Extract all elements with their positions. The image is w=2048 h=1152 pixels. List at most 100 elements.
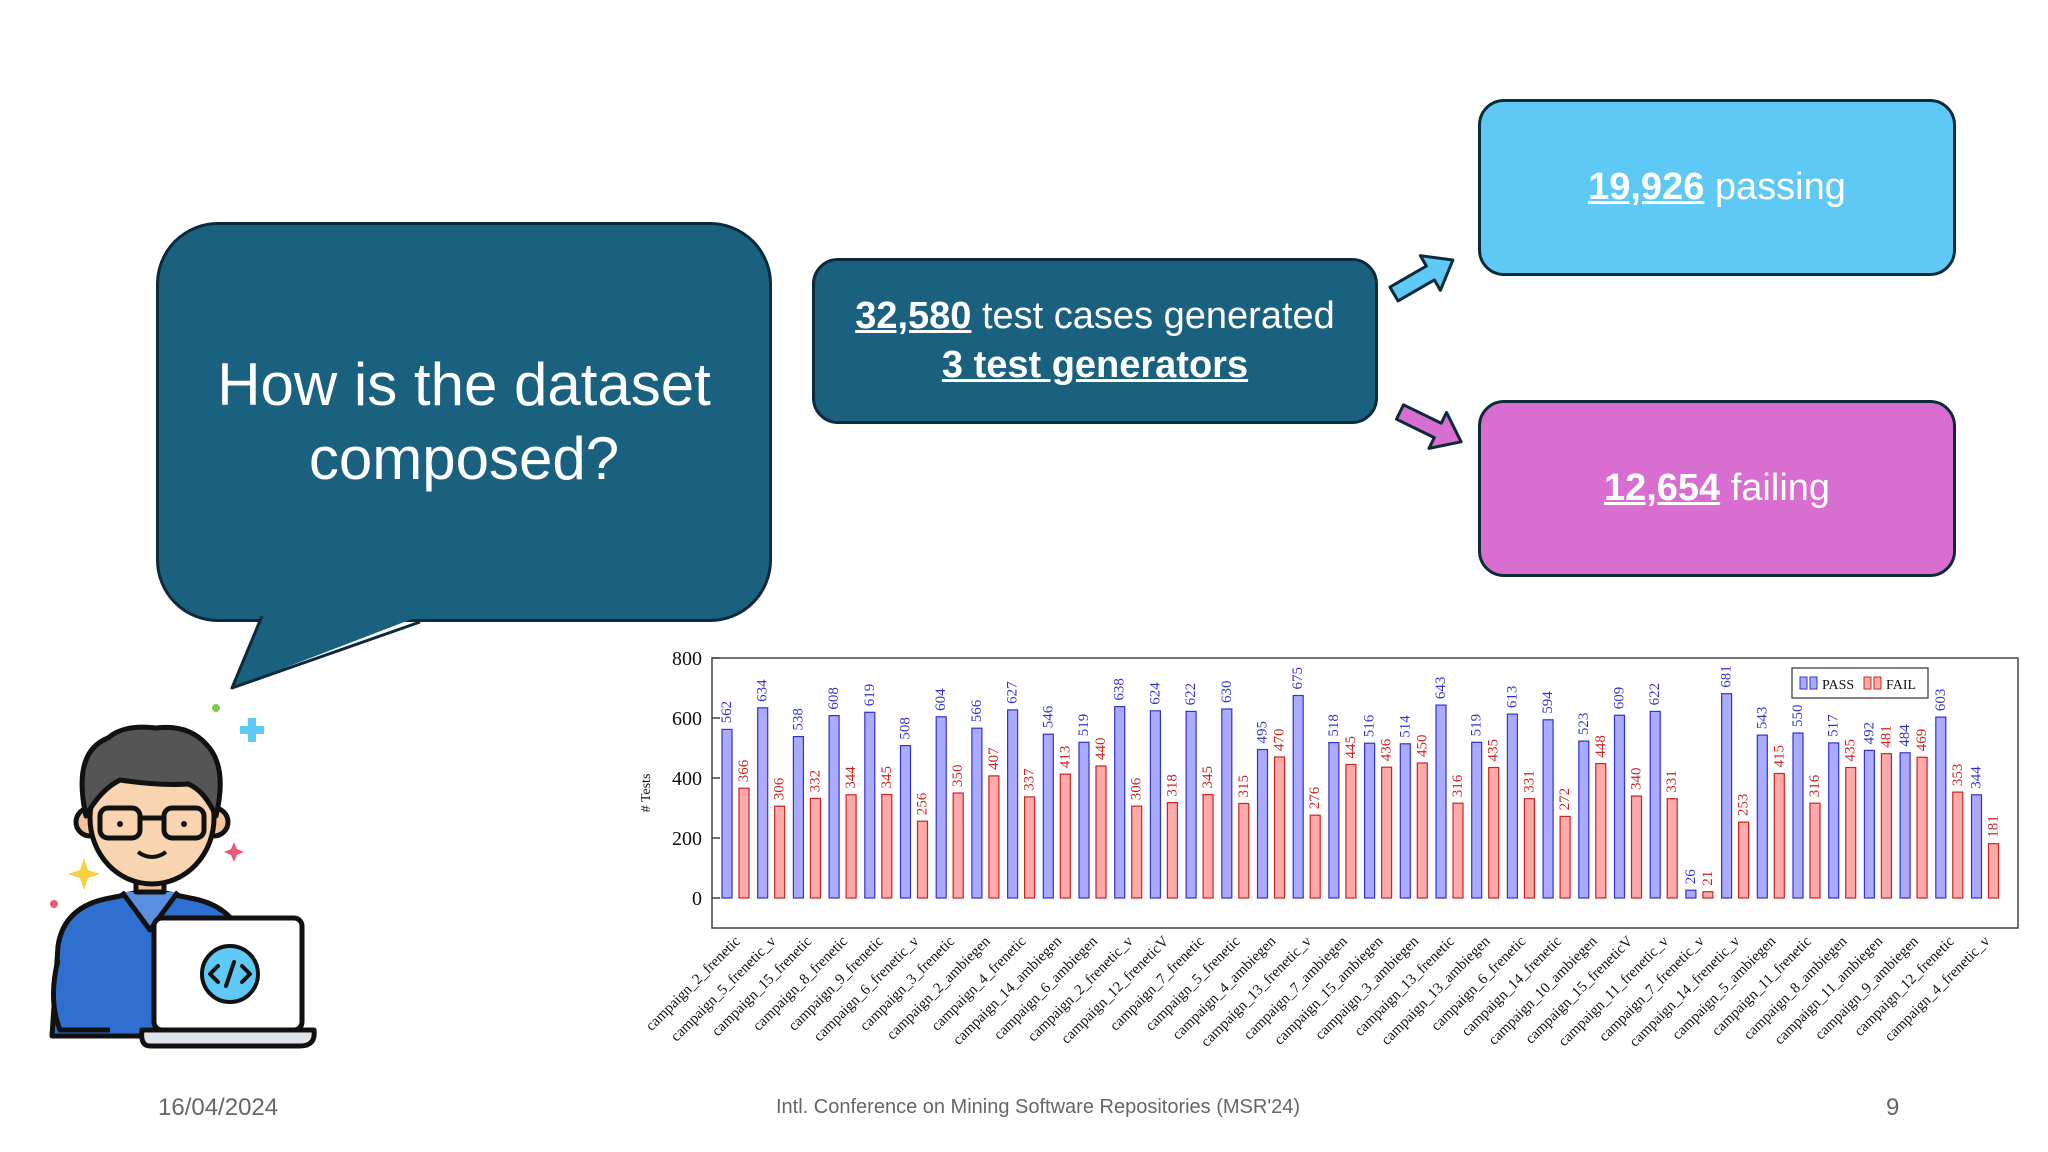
pass-bar (1542, 719, 1554, 899)
pass-bar (1149, 710, 1162, 899)
fail-value-label: 448 (1593, 735, 1609, 758)
fail-bar (845, 794, 857, 899)
pass-bar (1863, 749, 1876, 899)
fail-value-label: 470 (1272, 729, 1288, 752)
fail-value-label: 436 (1379, 738, 1395, 761)
pass-value-label: 543 (1754, 707, 1770, 730)
pass-value-label: 516 (1362, 714, 1378, 737)
y-tick-label: 0 (692, 888, 702, 910)
pass-value-label: 608 (826, 687, 842, 710)
pass-bar (1328, 741, 1340, 899)
pass-value-label: 627 (1005, 681, 1021, 704)
fail-value-label: 469 (1914, 729, 1930, 752)
fail-bar (1273, 756, 1286, 899)
pass-bar (1720, 693, 1733, 899)
pass-bar (1613, 714, 1626, 899)
pass-value-label: 26 (1683, 869, 1699, 885)
pass-value-label: 562 (719, 701, 735, 724)
fail-value-label: 353 (1950, 764, 1966, 787)
pass-bar (721, 728, 733, 899)
pass-bar (1114, 705, 1126, 899)
pass-value-label: 508 (898, 717, 914, 740)
legend-fail-label: FAIL (1886, 678, 1916, 693)
pass-value-label: 609 (1612, 687, 1628, 710)
pass-bar (1828, 742, 1840, 899)
fail-bar (809, 797, 822, 899)
fail-bar (1702, 891, 1714, 899)
fail-value-label: 345 (879, 766, 895, 789)
fail-bar (1773, 772, 1785, 899)
fail-bar (1880, 753, 1893, 899)
pass-value-label: 630 (1219, 681, 1235, 704)
fail-bar (1737, 821, 1750, 899)
fail-bar (1595, 762, 1607, 899)
fail-bar (1488, 766, 1500, 899)
pass-value-label: 519 (1469, 714, 1485, 737)
fail-value-label: 435 (1486, 739, 1502, 762)
legend-pass-swatch (1809, 676, 1818, 690)
fail-value-label: 450 (1414, 735, 1430, 758)
pass-bar (1685, 889, 1697, 899)
fail-bar (1309, 814, 1321, 899)
y-tick-label: 600 (672, 708, 702, 730)
pass-value-label: 594 (1540, 691, 1556, 714)
failing-count: 12,654 (1603, 467, 1721, 509)
pass-value-label: 622 (1647, 683, 1663, 706)
pass-value-label: 523 (1576, 713, 1592, 736)
failing-text: failing (1720, 467, 1831, 509)
pass-value-label: 638 (1112, 678, 1128, 701)
failing-box: 12,654 failing (1478, 400, 1956, 577)
generators-count: 3 test generators (941, 344, 1249, 386)
passing-box: 19,926 passing (1478, 99, 1956, 276)
question-text: How is the dataset composed? (217, 351, 711, 492)
fail-value-label: 181 (1986, 815, 2002, 838)
pass-bar (971, 727, 983, 899)
fail-bar (1059, 773, 1071, 899)
fail-bar (774, 805, 786, 899)
fail-bar (1238, 802, 1250, 899)
pass-value-label: 619 (862, 684, 878, 707)
sparkle-icons (50, 704, 264, 908)
fail-bar (1559, 815, 1571, 899)
pass-value-label: 538 (790, 708, 806, 731)
pass-value-label: 484 (1897, 724, 1913, 747)
pass-bar (1935, 716, 1947, 899)
developer-avatar-icon (49, 724, 317, 1049)
fail-value-label: 332 (807, 770, 823, 793)
pass-bar (1292, 694, 1304, 899)
pass-bar (899, 744, 912, 899)
fail-bar (1131, 805, 1143, 899)
pass-bar (1578, 740, 1590, 899)
fail-bar (881, 793, 893, 899)
chart-frame (711, 657, 2019, 929)
pass-value-label: 624 (1147, 682, 1163, 705)
pass-value-label: 514 (1397, 715, 1413, 738)
fail-bar (1666, 798, 1678, 899)
fail-bar (1916, 756, 1928, 899)
legend-fail-swatch (1873, 676, 1882, 690)
pass-bar (935, 716, 947, 899)
pass-value-label: 675 (1290, 667, 1306, 690)
fail-value-label: 272 (1557, 788, 1573, 811)
pass-value-label: 495 (1255, 721, 1271, 744)
bubble-tail (230, 615, 421, 690)
pass-value-label: 643 (1433, 677, 1449, 700)
fail-bar (1380, 766, 1393, 899)
pass-value-label: 603 (1933, 689, 1949, 712)
fail-bar (952, 792, 964, 899)
fail-value-label: 21 (1700, 871, 1716, 886)
pass-bar (1006, 709, 1019, 899)
fail-value-label: 440 (1093, 738, 1109, 761)
pass-bar (1471, 741, 1483, 899)
pass-bar (864, 711, 876, 899)
pass-value-label: 546 (1040, 705, 1056, 728)
fail-value-label: 331 (1664, 770, 1680, 793)
fail-value-label: 276 (1307, 786, 1323, 809)
fail-bar (1987, 843, 2000, 899)
fail-value-label: 345 (1200, 766, 1216, 789)
pass-value-label: 634 (755, 679, 771, 702)
fail-value-label: 337 (1022, 768, 1038, 791)
footer-conference: Intl. Conference on Mining Software Repo… (776, 1096, 1301, 1118)
fail-value-label: 407 (986, 747, 1002, 770)
fail-value-label: 331 (1521, 770, 1537, 793)
